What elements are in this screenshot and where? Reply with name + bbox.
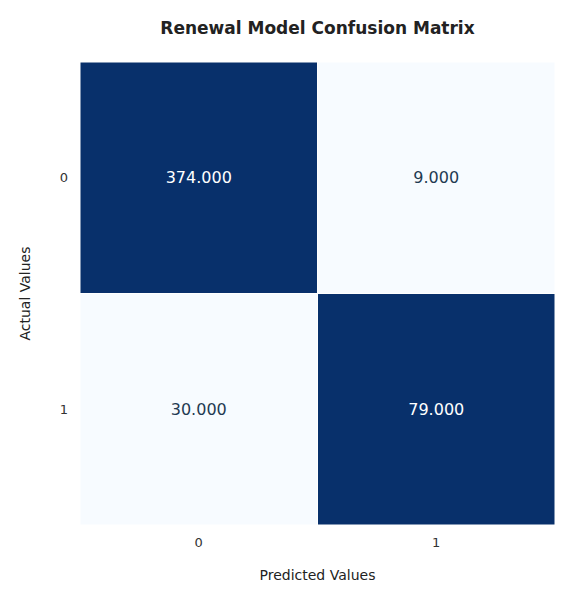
y-tick-label: 0 bbox=[60, 170, 68, 185]
cells bbox=[80, 62, 555, 525]
y-tick-label: 1 bbox=[60, 402, 68, 417]
cell-labels: 374.000 9.000 30.000 79.000 bbox=[166, 168, 465, 419]
cell-label: 79.000 bbox=[408, 400, 464, 419]
x-axis-label: Predicted Values bbox=[260, 567, 376, 583]
heatmap-cell bbox=[80, 294, 318, 526]
chart-svg: Renewal Model Confusion Matrix 374.000 9.0… bbox=[0, 0, 585, 609]
heatmap-cell bbox=[80, 62, 318, 294]
heatmap-cell bbox=[318, 294, 556, 526]
heatmap-cell bbox=[318, 62, 556, 294]
cell-label: 374.000 bbox=[166, 168, 232, 187]
chart-container: Renewal Model Confusion Matrix 374.000 9.0… bbox=[0, 0, 585, 609]
cell-label: 30.000 bbox=[171, 400, 227, 419]
x-tick-label: 1 bbox=[432, 535, 440, 550]
chart-title: Renewal Model Confusion Matrix bbox=[160, 18, 474, 38]
x-tick-label: 0 bbox=[195, 535, 203, 550]
cell-label: 9.000 bbox=[413, 168, 459, 187]
y-axis-label: Actual Values bbox=[17, 246, 33, 340]
